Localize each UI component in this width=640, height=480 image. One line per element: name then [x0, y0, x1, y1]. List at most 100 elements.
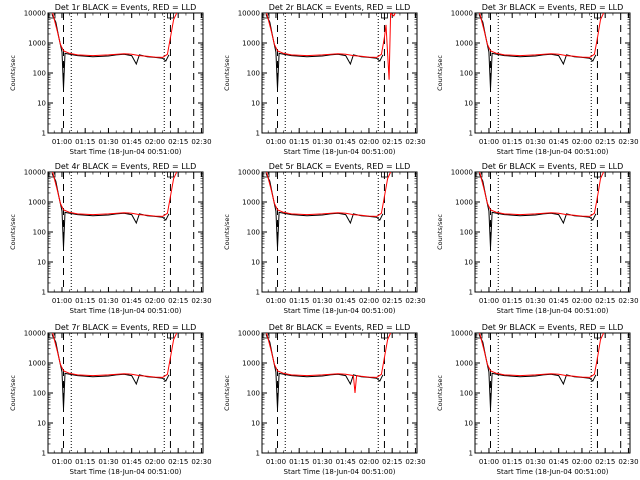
x-tick-label: 02:15 — [382, 297, 402, 305]
top-left-box-marker — [262, 171, 270, 178]
lld-series-line — [52, 333, 178, 378]
x-tick-label: 01:45 — [336, 297, 356, 305]
x-tick-label: 01:30 — [312, 138, 332, 146]
x-axis-label: Start Time (18-Jun-04 00:51:00) — [70, 148, 182, 156]
y-tick-label: 1 — [256, 450, 260, 458]
x-tick-label: 01:30 — [98, 458, 118, 466]
events-series-line — [478, 173, 597, 248]
x-tick-label: 02:30 — [405, 458, 425, 466]
top-right-box-marker — [594, 332, 601, 339]
x-tick-label: 02:15 — [595, 138, 615, 146]
y-tick-label: 100 — [247, 70, 260, 78]
x-tick-label: 01:00 — [266, 458, 286, 466]
y-tick-label: 100 — [460, 70, 473, 78]
x-tick-label: 01:15 — [502, 297, 522, 305]
top-left-box-marker — [475, 12, 483, 19]
series-group — [51, 333, 178, 409]
panel-title: Det 3r BLACK = Events, RED = LLD — [482, 3, 624, 12]
events-series-line — [51, 14, 170, 89]
y-tick-label: 1000 — [455, 40, 473, 48]
y-tick-label: 10000 — [24, 330, 46, 338]
x-tick-label: 02:00 — [145, 297, 165, 305]
x-tick-label: 02:15 — [168, 138, 188, 146]
top-right-box-marker — [381, 171, 388, 178]
x-tick-label: 01:30 — [525, 458, 545, 466]
y-tick-label: 10000 — [451, 330, 473, 338]
detector-panel-3: Det 3r BLACK = Events, RED = LLD Counts/s… — [436, 3, 639, 156]
x-tick-label: 01:00 — [266, 297, 286, 305]
detector-panel-8: Det 8r BLACK = Events, RED = LLD Counts/s… — [223, 323, 426, 476]
x-tick-label: 02:15 — [168, 458, 188, 466]
x-tick-label: 01:00 — [479, 138, 499, 146]
y-tick-label: 10 — [37, 420, 46, 428]
top-right-box-marker — [167, 332, 174, 339]
y-tick-label: 10 — [37, 259, 46, 267]
x-tick-label: 02:30 — [191, 458, 211, 466]
x-tick-label: 02:15 — [382, 138, 402, 146]
x-tick-label: 01:45 — [336, 458, 356, 466]
y-tick-label: 1 — [469, 450, 473, 458]
x-tick-label: 02:15 — [595, 458, 615, 466]
detector-panel-5: Det 5r BLACK = Events, RED = LLD Counts/s… — [223, 162, 426, 315]
top-right-box-marker — [167, 171, 174, 178]
x-tick-label: 01:15 — [75, 297, 95, 305]
x-tick-label: 01:15 — [289, 138, 309, 146]
series-group — [478, 172, 605, 248]
y-tick-label: 1 — [256, 130, 260, 138]
x-tick-label: 02:00 — [145, 458, 165, 466]
y-tick-label: 10000 — [451, 169, 473, 177]
x-axis-label: Start Time (18-Jun-04 00:51:00) — [497, 468, 609, 476]
y-tick-label: 10000 — [24, 10, 46, 18]
y-tick-label: 10000 — [238, 10, 260, 18]
x-tick-label: 01:15 — [502, 458, 522, 466]
y-tick-label: 1000 — [242, 40, 260, 48]
events-series-line — [265, 173, 384, 248]
detector-panel-4: Det 4r BLACK = Events, RED = LLD Counts/s… — [9, 162, 212, 315]
panel-title: Det 6r BLACK = Events, RED = LLD — [482, 162, 624, 171]
y-tick-label: 1000 — [28, 199, 46, 207]
panel-title: Det 1r BLACK = Events, RED = LLD — [55, 3, 197, 12]
y-tick-label: 100 — [33, 70, 46, 78]
panel-title: Det 9r BLACK = Events, RED = LLD — [482, 323, 624, 332]
x-tick-label: 01:00 — [52, 458, 72, 466]
x-tick-label: 02:00 — [572, 138, 592, 146]
events-series-line — [478, 334, 597, 409]
lld-series-line — [479, 172, 605, 217]
y-tick-label: 100 — [460, 390, 473, 398]
top-left-box-marker — [262, 332, 270, 339]
y-tick-label: 100 — [460, 229, 473, 237]
x-axis-label: Start Time (18-Jun-04 00:51:00) — [284, 307, 396, 315]
lld-series-line — [52, 13, 178, 58]
y-tick-label: 10 — [251, 259, 260, 267]
y-tick-label: 10 — [464, 100, 473, 108]
y-tick-label: 1 — [42, 130, 46, 138]
top-right-box-marker — [167, 12, 174, 19]
panel-title: Det 7r BLACK = Events, RED = LLD — [55, 323, 197, 332]
y-tick-label: 10000 — [24, 169, 46, 177]
x-axis-label: Start Time (18-Jun-04 00:51:00) — [284, 148, 396, 156]
x-tick-label: 01:00 — [479, 297, 499, 305]
series-group — [51, 172, 178, 248]
x-tick-label: 01:15 — [502, 138, 522, 146]
top-left-box-marker — [48, 171, 56, 178]
y-tick-label: 1000 — [242, 199, 260, 207]
x-tick-label: 02:30 — [405, 138, 425, 146]
x-tick-label: 02:00 — [572, 458, 592, 466]
y-tick-label: 100 — [247, 390, 260, 398]
x-tick-label: 01:30 — [525, 138, 545, 146]
y-axis-label: Counts/sec — [223, 375, 231, 411]
x-tick-label: 01:45 — [122, 297, 142, 305]
y-tick-label: 1000 — [455, 360, 473, 368]
panel-title: Det 2r BLACK = Events, RED = LLD — [269, 3, 411, 12]
x-tick-label: 01:45 — [549, 458, 569, 466]
y-tick-label: 1000 — [28, 40, 46, 48]
y-tick-label: 10000 — [238, 330, 260, 338]
y-tick-label: 1 — [469, 289, 473, 297]
top-left-box-marker — [475, 171, 483, 178]
y-axis-label: Counts/sec — [436, 214, 444, 250]
y-axis-label: Counts/sec — [436, 55, 444, 91]
series-group — [478, 333, 605, 409]
y-tick-label: 10 — [37, 100, 46, 108]
lld-series-line — [479, 333, 605, 378]
